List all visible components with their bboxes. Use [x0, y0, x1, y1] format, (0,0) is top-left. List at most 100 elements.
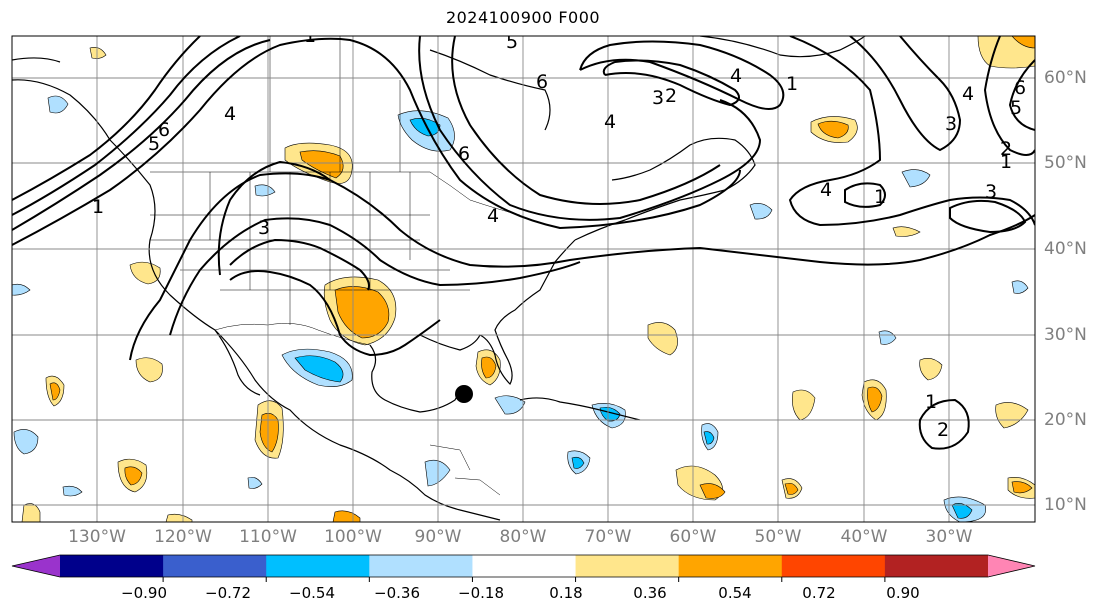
contour-label: 2	[937, 419, 949, 441]
lon-label: 50°W	[754, 527, 802, 547]
contour-label: 5	[1010, 97, 1022, 119]
lon-label: 120°W	[154, 527, 212, 547]
lon-label: 90°W	[414, 527, 462, 547]
lat-label: 20°N	[1044, 410, 1087, 430]
contour-label: 2	[1000, 138, 1012, 160]
colorbar-tick-label: 0.18	[549, 584, 583, 602]
anomaly-patch	[749, 203, 773, 220]
contour-lines	[12, 36, 1035, 450]
anomaly-patch	[424, 459, 451, 487]
colorbar-tick-label: 0.54	[718, 584, 752, 602]
colorbar-segment	[884, 555, 989, 577]
colorbar-segment	[575, 555, 680, 577]
anomaly-patch	[919, 358, 943, 381]
anomaly-patch	[62, 485, 83, 497]
anomaly-patch	[1011, 36, 1035, 49]
anomaly-patch	[792, 389, 816, 421]
colorbar-segment	[781, 555, 886, 577]
contour-label: 4	[730, 65, 742, 87]
colorbar-segment	[678, 555, 783, 577]
contour-label: 6	[158, 119, 170, 141]
contour-label: 4	[224, 103, 236, 125]
anomaly-patch	[481, 356, 497, 379]
anomaly-patch	[784, 482, 799, 495]
anomaly-patch	[699, 483, 726, 499]
lon-label: 40°W	[840, 527, 888, 547]
contour-label: 4	[487, 205, 499, 227]
lon-label: 110°W	[239, 527, 297, 547]
contour-label: 1	[874, 186, 886, 208]
anomaly-patch	[259, 413, 279, 453]
colorbar-tick-label: −0.90	[121, 584, 167, 602]
anomaly-patch	[47, 95, 69, 114]
contour-label: 2	[665, 85, 677, 107]
anomaly-patch	[299, 150, 344, 179]
anomaly-patch	[89, 47, 107, 59]
anomaly-patch	[409, 118, 441, 137]
colorbar-tick-label: −0.18	[458, 584, 504, 602]
contour-label: 6	[536, 71, 548, 93]
contour-label: 5	[506, 31, 518, 53]
colorbar	[11, 554, 1036, 582]
anomaly-patch	[1011, 481, 1033, 494]
map-title: 2024100900 F000	[445, 8, 601, 27]
colorbar-segment	[472, 555, 577, 577]
colorbar-outline	[11, 554, 1036, 578]
anomaly-patch	[135, 357, 163, 383]
lat-label: 60°N	[1044, 68, 1087, 88]
contour-label: 1	[304, 25, 316, 47]
colorbar-tick-label: 0.72	[802, 584, 836, 602]
colorbar-tick-label: 0.90	[886, 584, 920, 602]
anomaly-patch	[901, 169, 931, 188]
graticule	[12, 36, 1035, 522]
contour-label: 1	[92, 196, 104, 218]
lat-label: 40°N	[1044, 239, 1087, 259]
anomaly-patch	[294, 355, 344, 383]
anomaly-patch	[817, 120, 849, 139]
lat-label: 10°N	[1044, 495, 1087, 515]
anomaly-patch	[1011, 280, 1029, 294]
anomaly-patch	[647, 322, 678, 356]
contour-label: 4	[820, 179, 832, 201]
anomaly-patch	[571, 456, 585, 469]
lon-label: 70°W	[584, 527, 632, 547]
contour-label: 1	[1000, 151, 1012, 173]
anomaly-patch	[494, 395, 526, 415]
colorbar-extend-min	[12, 555, 60, 577]
anomaly-patch	[21, 503, 41, 522]
anomaly-patch	[13, 429, 39, 455]
anomaly-patch	[124, 466, 143, 486]
contour-label: 5	[148, 133, 160, 155]
location-marker	[455, 385, 473, 403]
lon-label: 60°W	[669, 527, 717, 547]
contour-label: 3	[258, 217, 270, 239]
contour-label: 3	[985, 181, 997, 203]
colorbar-tick-label: −0.36	[374, 584, 420, 602]
lon-label: 30°W	[925, 527, 973, 547]
colorbar-segment	[60, 555, 164, 577]
lon-label: 80°W	[499, 527, 547, 547]
anomaly-patch	[334, 286, 390, 339]
contour-label: 6	[1014, 77, 1026, 99]
anomaly-patch	[12, 283, 31, 296]
contour-labels: 1 5 6 4 1 3 6 4 5 6 4 1 4 3 1 3 6 5 4 1 …	[92, 25, 1026, 441]
anomaly-patch	[995, 402, 1029, 429]
contour-label: 4	[604, 111, 616, 133]
colorbar-segment	[369, 555, 473, 577]
lon-label: 100°W	[324, 527, 382, 547]
colorbar-tick-label: −0.72	[205, 584, 251, 602]
coastlines	[12, 36, 866, 521]
shaded-anomalies	[12, 36, 1035, 522]
anomaly-patch	[703, 431, 715, 445]
lat-label: 50°N	[1044, 153, 1087, 173]
anomaly-patch	[878, 330, 897, 345]
colorbar-segment	[163, 555, 267, 577]
contour-label: 3	[652, 87, 664, 109]
contour-label: 4	[962, 83, 974, 105]
contour-label: 6	[458, 143, 470, 165]
lat-label: 30°N	[1044, 325, 1087, 345]
colorbar-tick-label: 0.36	[633, 584, 667, 602]
anomaly-patch	[892, 226, 921, 237]
colorbar-extend-max	[988, 555, 1035, 577]
anomaly-patch	[951, 503, 973, 519]
